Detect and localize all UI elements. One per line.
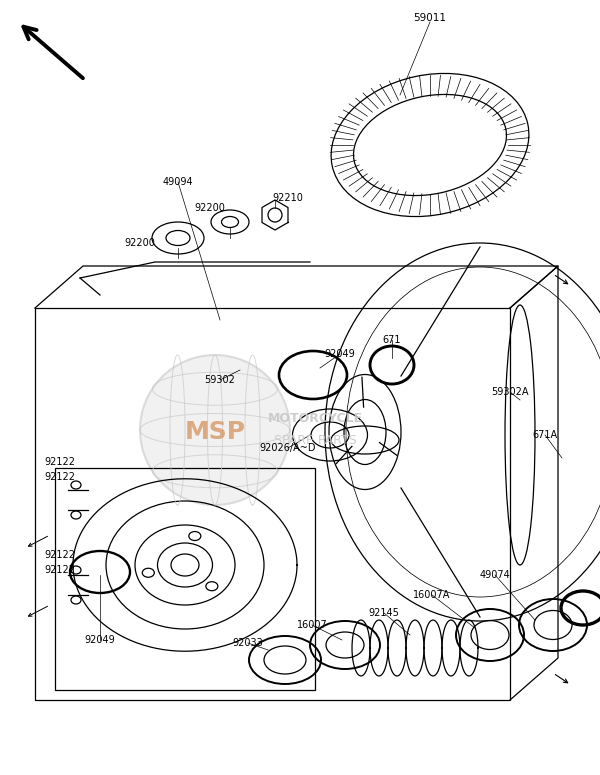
Text: 92026/A~D: 92026/A~D (260, 443, 316, 453)
Text: 16007A: 16007A (413, 590, 451, 600)
Text: 92210: 92210 (272, 193, 304, 203)
Text: 92049: 92049 (85, 635, 115, 645)
Text: 92200: 92200 (194, 203, 226, 213)
Text: 92200: 92200 (125, 238, 155, 248)
Text: 671: 671 (383, 335, 401, 345)
Text: 59302: 59302 (205, 375, 235, 385)
Text: SPARE PARTS: SPARE PARTS (274, 433, 356, 446)
Circle shape (140, 355, 290, 505)
Text: 59302A: 59302A (491, 387, 529, 397)
Text: 49094: 49094 (163, 177, 193, 187)
Text: 16007: 16007 (296, 620, 328, 630)
Text: MOTORCYCLE: MOTORCYCLE (268, 412, 362, 425)
Text: 92049: 92049 (325, 349, 355, 359)
Text: 92122: 92122 (44, 565, 76, 575)
Text: 92122: 92122 (44, 472, 76, 482)
Bar (55, 468, 315, 690)
Text: 92033: 92033 (233, 638, 263, 648)
Text: 92145: 92145 (368, 608, 400, 618)
Text: 92122: 92122 (44, 457, 76, 467)
Text: 92122: 92122 (44, 550, 76, 560)
Text: 59011: 59011 (413, 13, 446, 23)
Text: 671A: 671A (532, 430, 557, 440)
Text: 49074: 49074 (479, 570, 511, 580)
Text: MSP: MSP (185, 420, 245, 444)
